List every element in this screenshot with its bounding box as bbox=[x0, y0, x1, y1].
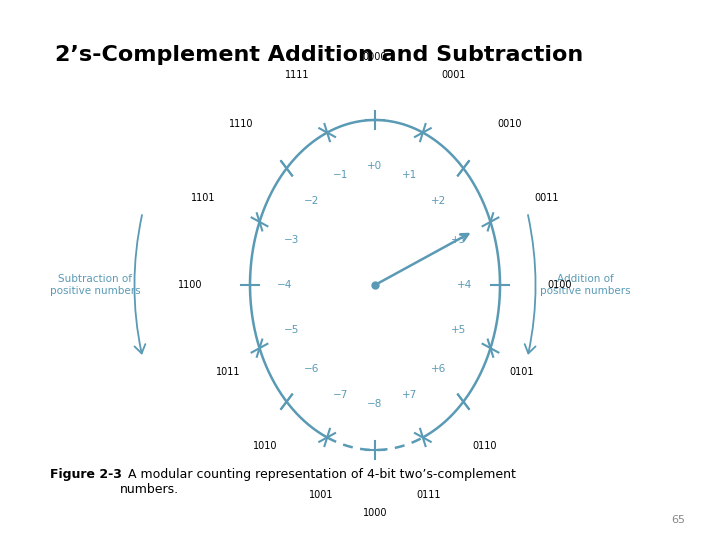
Text: 0100: 0100 bbox=[547, 280, 572, 290]
Text: −4: −4 bbox=[277, 280, 293, 290]
Text: Subtraction of
positive numbers: Subtraction of positive numbers bbox=[50, 274, 140, 296]
Text: −1: −1 bbox=[333, 170, 348, 180]
Text: 1101: 1101 bbox=[191, 193, 215, 203]
Text: 1010: 1010 bbox=[253, 441, 277, 451]
Text: Addition of
positive numbers: Addition of positive numbers bbox=[540, 274, 630, 296]
Text: 1011: 1011 bbox=[215, 367, 240, 377]
Text: 1111: 1111 bbox=[284, 70, 309, 79]
Text: A modular counting representation of 4-bit two’s-complement
numbers.: A modular counting representation of 4-b… bbox=[120, 468, 516, 496]
Text: 0010: 0010 bbox=[497, 119, 521, 129]
Text: −3: −3 bbox=[284, 234, 300, 245]
Text: +2: +2 bbox=[431, 196, 446, 206]
Text: 0000: 0000 bbox=[363, 52, 387, 62]
Text: 1001: 1001 bbox=[309, 490, 333, 501]
Text: +3: +3 bbox=[451, 234, 466, 245]
Text: −6: −6 bbox=[304, 364, 319, 374]
Text: +7: +7 bbox=[402, 390, 417, 400]
Text: 0101: 0101 bbox=[510, 367, 534, 377]
Text: 1100: 1100 bbox=[178, 280, 202, 290]
FancyArrowPatch shape bbox=[525, 215, 536, 353]
Text: −7: −7 bbox=[333, 390, 348, 400]
Text: −8: −8 bbox=[367, 399, 383, 409]
Text: 0111: 0111 bbox=[416, 490, 441, 501]
Text: −2: −2 bbox=[304, 196, 319, 206]
Text: +6: +6 bbox=[431, 364, 446, 374]
Text: 1000: 1000 bbox=[363, 508, 387, 518]
Text: 1110: 1110 bbox=[228, 119, 253, 129]
Text: +4: +4 bbox=[457, 280, 472, 290]
Text: Figure 2-3: Figure 2-3 bbox=[50, 468, 122, 481]
Text: +5: +5 bbox=[451, 326, 466, 335]
Text: 2’s-Complement Addition and Subtraction: 2’s-Complement Addition and Subtraction bbox=[55, 45, 583, 65]
Text: 0110: 0110 bbox=[472, 441, 497, 451]
Text: +0: +0 bbox=[367, 161, 382, 171]
Text: −5: −5 bbox=[284, 326, 300, 335]
FancyArrowPatch shape bbox=[135, 215, 145, 353]
Text: +1: +1 bbox=[402, 170, 417, 180]
Text: 0011: 0011 bbox=[534, 193, 559, 203]
Text: 0001: 0001 bbox=[441, 70, 466, 79]
Text: 65: 65 bbox=[671, 515, 685, 525]
